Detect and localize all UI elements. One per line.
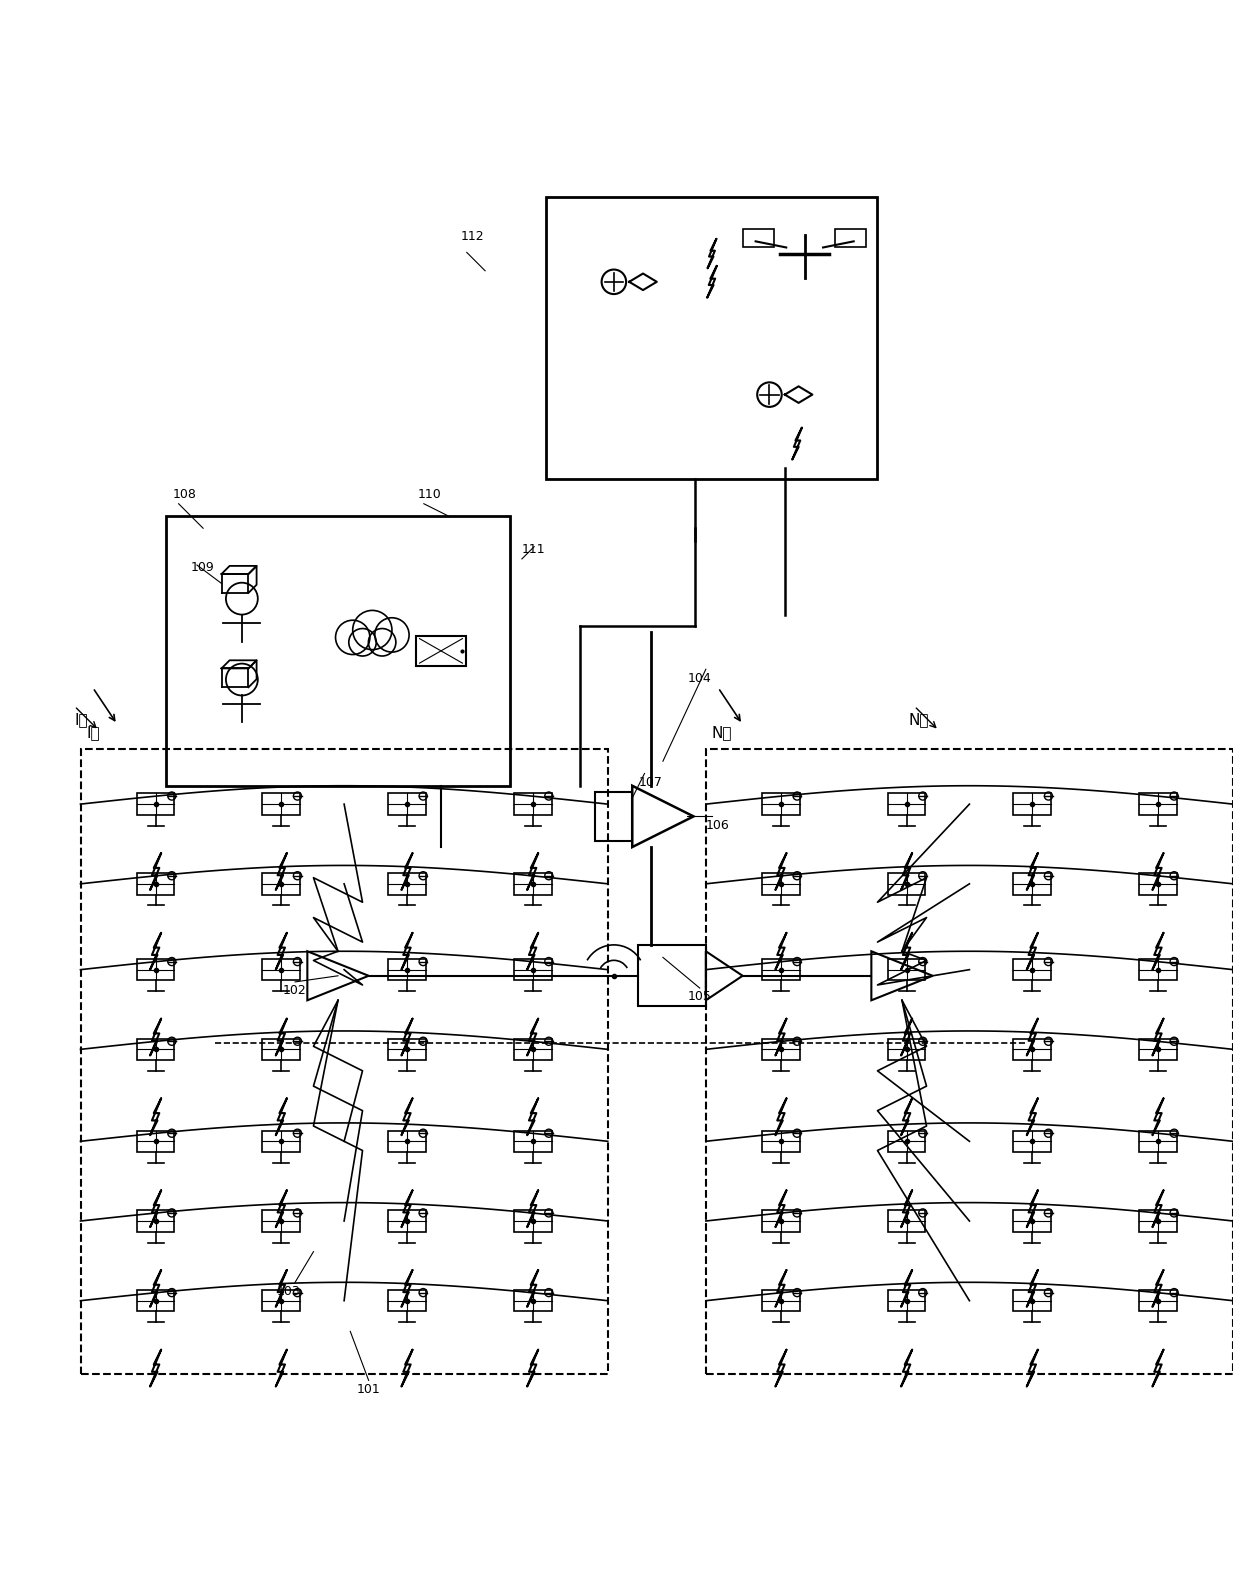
Text: N区: N区 — [908, 712, 929, 728]
Bar — [639, 945, 706, 1007]
Text: 110: 110 — [418, 488, 441, 501]
Text: 107: 107 — [639, 776, 662, 788]
Bar — [595, 792, 632, 841]
Bar — [81, 749, 608, 1374]
Text: 108: 108 — [172, 488, 196, 501]
Text: I区: I区 — [74, 712, 88, 728]
Bar — [706, 749, 1233, 1374]
Text: 112: 112 — [460, 230, 485, 243]
Text: 103: 103 — [277, 1285, 300, 1298]
Text: 104: 104 — [687, 672, 712, 685]
Text: I区: I区 — [87, 725, 100, 739]
Text: 111: 111 — [522, 543, 546, 555]
Bar — [417, 635, 465, 666]
Text: 106: 106 — [706, 819, 729, 832]
Text: N区: N区 — [712, 725, 733, 739]
Bar — [836, 230, 866, 247]
Text: 102: 102 — [283, 985, 306, 998]
Bar — [547, 198, 878, 479]
Text: 101: 101 — [356, 1382, 381, 1395]
Text: 105: 105 — [687, 990, 712, 1004]
Text: 109: 109 — [191, 562, 215, 575]
Bar — [743, 230, 774, 247]
Bar — [166, 516, 510, 785]
